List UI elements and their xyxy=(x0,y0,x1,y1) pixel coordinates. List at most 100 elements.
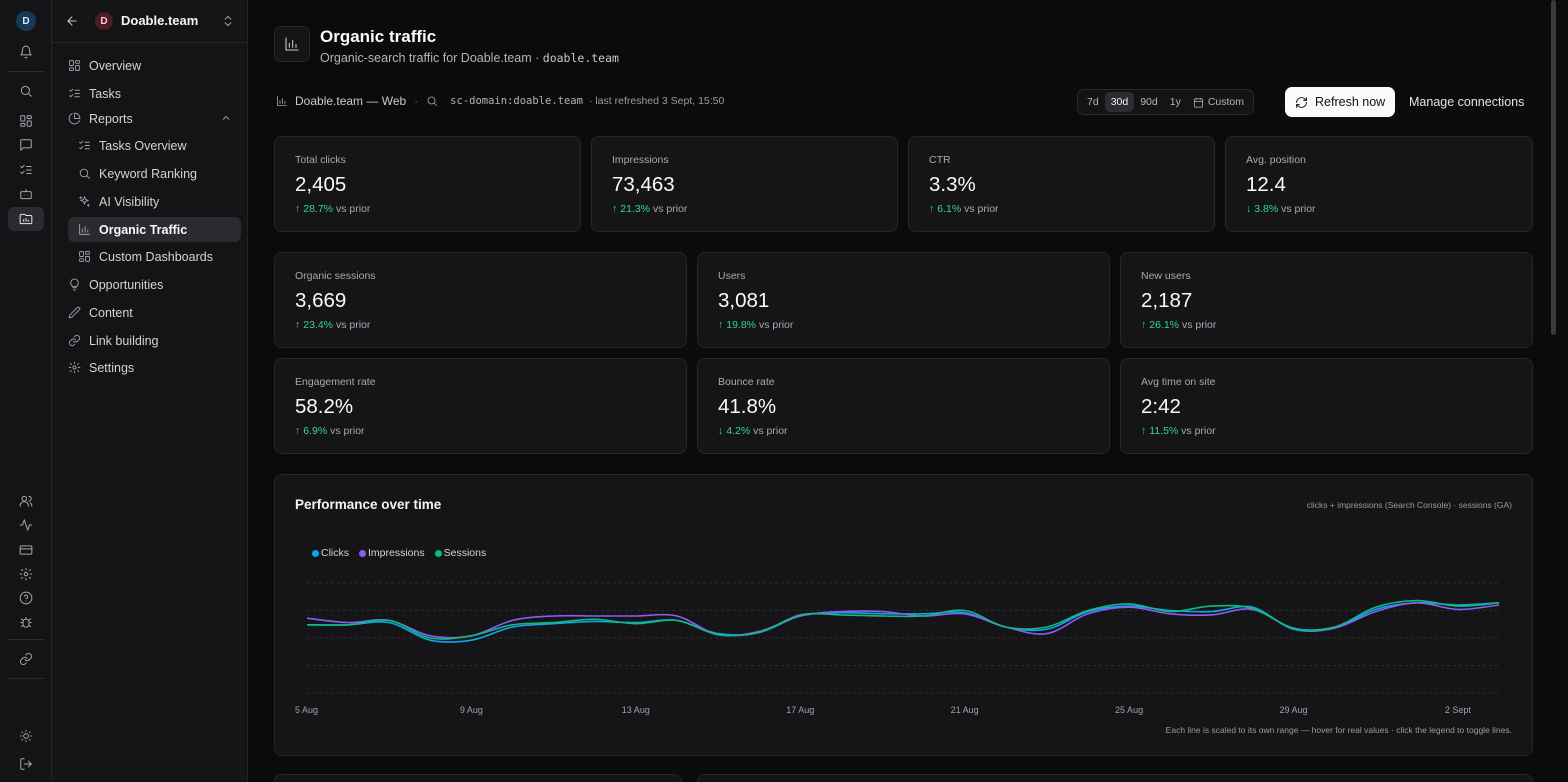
legend-label: Clicks xyxy=(321,547,349,559)
bug-icon[interactable] xyxy=(14,610,38,634)
kpi-label: CTR xyxy=(929,154,951,166)
sidebar-item-settings[interactable]: Settings xyxy=(60,355,241,380)
kpi-label: Avg. position xyxy=(1246,154,1306,166)
sidebar-item-tasks[interactable]: Tasks xyxy=(60,81,241,106)
context-bar: Doable.team — Web · sc-domain:doable.tea… xyxy=(276,94,724,108)
folder-chart-icon[interactable] xyxy=(8,207,44,231)
chevron-up-icon[interactable] xyxy=(220,112,232,124)
kpi-card-ctr: CTR 3.3% ↑ 6.1% vs prior xyxy=(908,136,1215,232)
date-range-selector: 7d 30d 90d 1y Custom xyxy=(1077,89,1255,115)
sidebar-item-organic-traffic[interactable]: Organic Traffic xyxy=(68,217,241,242)
range-custom-button[interactable]: Custom xyxy=(1187,92,1250,112)
kpi-value: 2,405 xyxy=(295,173,347,196)
series-line-sessions[interactable] xyxy=(306,599,1500,640)
kpi-value: 2,187 xyxy=(1141,289,1193,312)
sidebar-item-label: Tasks Overview xyxy=(99,138,187,153)
sidebar: D Doable.team Overview Tasks Reports Tas… xyxy=(52,0,248,782)
workspace-name[interactable]: Doable.team xyxy=(121,13,199,28)
legend-item-sessions[interactable]: Sessions xyxy=(434,547,486,559)
sidebar-item-ai-visibility[interactable]: AI Visibility xyxy=(68,189,241,214)
kpi-value: 3,669 xyxy=(295,289,347,312)
range-1y-button[interactable]: 1y xyxy=(1169,96,1181,108)
manage-connections-button[interactable]: Manage connections xyxy=(1409,95,1525,109)
scrollbar-thumb[interactable] xyxy=(1551,0,1556,335)
kpi-label: Total clicks xyxy=(295,154,346,166)
kpi-delta: ↑ 28.7% vs prior xyxy=(295,203,370,215)
legend-item-clicks[interactable]: Clicks xyxy=(312,547,349,559)
tasks-icon[interactable] xyxy=(14,158,38,182)
sidebar-item-keyword-ranking[interactable]: Keyword Ranking xyxy=(68,161,241,186)
link-icon[interactable] xyxy=(14,647,38,671)
tasks-icon xyxy=(78,139,92,153)
subtitle-domain: doable.team xyxy=(542,51,619,65)
sun-icon[interactable] xyxy=(14,724,38,748)
settings-icon[interactable] xyxy=(14,562,38,586)
range-90d-button[interactable]: 90d xyxy=(1140,96,1158,108)
grid-icon[interactable] xyxy=(14,109,38,133)
legend-label: Impressions xyxy=(368,547,425,559)
delta-percent: 3.8% xyxy=(1254,203,1279,215)
users-icon[interactable] xyxy=(14,489,38,513)
activity-icon[interactable] xyxy=(14,513,38,537)
sidebar-item-link-building[interactable]: Link building xyxy=(60,328,241,353)
kpi-card-users: Users 3,081 ↑ 19.8% vs prior xyxy=(697,252,1110,348)
arrow-up-icon: ↑ xyxy=(1141,319,1147,331)
sidebar-item-label: Content xyxy=(89,305,133,320)
custom-label: Custom xyxy=(1207,96,1245,108)
delta-suffix: vs prior xyxy=(652,203,688,215)
help-icon[interactable] xyxy=(14,586,38,610)
sidebar-item-reports[interactable]: Reports xyxy=(60,106,241,131)
user-avatar[interactable]: D xyxy=(16,11,36,31)
delta-suffix: vs prior xyxy=(1181,425,1216,437)
kpi-delta: ↑ 6.9% vs prior xyxy=(295,425,365,437)
search-icon xyxy=(426,95,438,107)
search-console-property: sc-domain:doable.team xyxy=(450,95,583,107)
back-arrow-icon[interactable] xyxy=(65,14,79,28)
next-card-left xyxy=(274,774,682,782)
last-refreshed: · last refreshed 3 Sept, 15:50 xyxy=(588,95,725,107)
chat-icon[interactable] xyxy=(14,133,38,157)
delta-suffix: vs prior xyxy=(758,319,794,331)
delta-suffix: vs prior xyxy=(1281,203,1316,215)
card-icon[interactable] xyxy=(14,538,38,562)
kpi-delta: ↑ 26.1% vs prior xyxy=(1141,319,1216,331)
x-tick-label: 5 Aug xyxy=(295,705,318,715)
x-tick-label: 25 Aug xyxy=(1115,705,1143,715)
refresh-now-button[interactable]: Refresh now xyxy=(1285,87,1396,117)
delta-percent: 28.7% xyxy=(303,203,334,215)
sidebar-item-overview[interactable]: Overview xyxy=(60,53,241,78)
logout-icon[interactable] xyxy=(14,752,38,776)
x-tick-label: 29 Aug xyxy=(1279,705,1307,715)
x-tick-label: 9 Aug xyxy=(460,705,483,715)
sparkles-icon xyxy=(78,195,92,209)
series-line-clicks[interactable] xyxy=(306,601,1500,643)
sidebar-item-label: Opportunities xyxy=(89,277,164,292)
chevrons-up-down-icon[interactable] xyxy=(221,14,235,28)
delta-percent: 19.8% xyxy=(726,319,757,331)
performance-line-chart[interactable]: 5 Aug 9 Aug 13 Aug 17 Aug 21 Aug 25 Aug 29 Aug… xyxy=(275,475,1534,757)
main-scrollbar[interactable] xyxy=(1548,0,1558,782)
separator: · xyxy=(414,94,419,108)
range-30d-button[interactable]: 30d xyxy=(1104,92,1135,112)
sidebar-item-opportunities[interactable]: Opportunities xyxy=(60,272,241,297)
kpi-delta: ↓ 3.8% vs prior xyxy=(1246,203,1316,215)
delta-suffix: vs prior xyxy=(1181,319,1217,331)
search-icon[interactable] xyxy=(14,79,38,103)
kpi-value: 3,081 xyxy=(718,289,770,312)
sidebar-item-tasks-overview[interactable]: Tasks Overview xyxy=(68,133,241,158)
kpi-delta: ↑ 21.3% vs prior xyxy=(612,203,687,215)
kpi-label: Engagement rate xyxy=(295,376,376,388)
arrow-up-icon: ↑ xyxy=(295,203,301,215)
bell-icon[interactable] xyxy=(14,40,38,64)
sidebar-item-content[interactable]: Content xyxy=(60,300,241,325)
kpi-value: 73,463 xyxy=(612,173,675,196)
kpi-delta: ↑ 19.8% vs prior xyxy=(718,319,793,331)
legend-item-impressions[interactable]: Impressions xyxy=(359,547,425,559)
kpi-delta: ↓ 4.2% vs prior xyxy=(718,425,788,437)
sidebar-item-custom-dashboards[interactable]: Custom Dashboards xyxy=(68,244,241,269)
range-7d-button[interactable]: 7d xyxy=(1087,96,1099,108)
kpi-value: 41.8% xyxy=(718,395,777,418)
x-tick-label: 21 Aug xyxy=(951,705,979,715)
bot-icon[interactable] xyxy=(14,182,38,206)
